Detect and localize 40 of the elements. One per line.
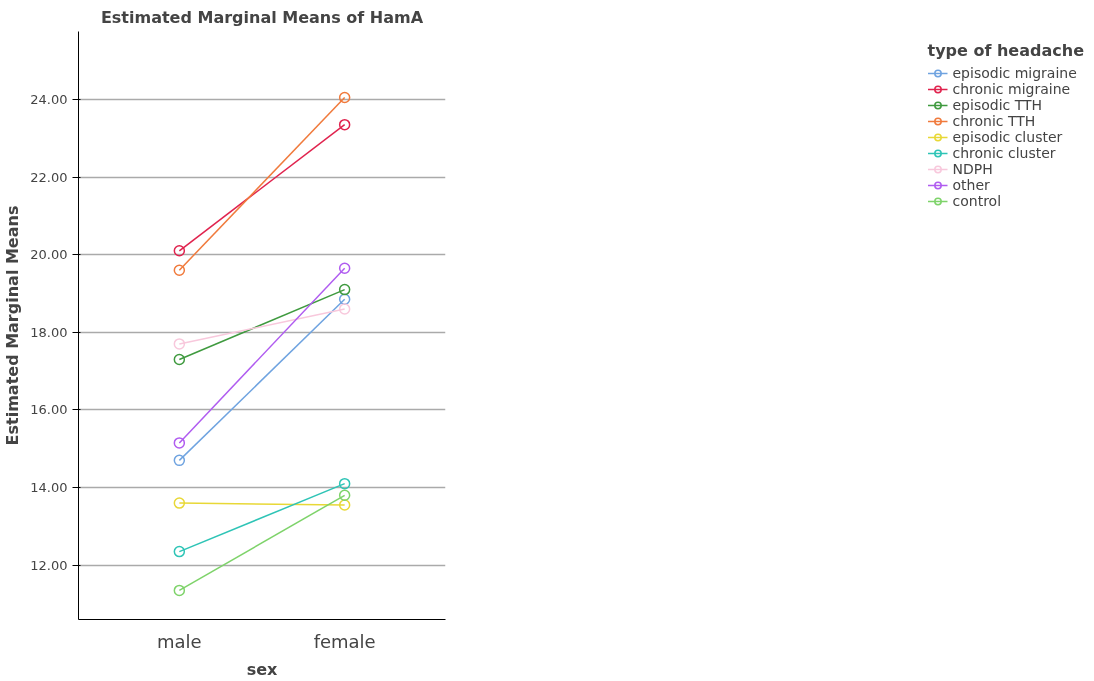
- point: [173, 545, 186, 558]
- point: [338, 262, 351, 274]
- point: [338, 499, 351, 511]
- x-tick-label: female: [313, 630, 376, 652]
- point: [338, 283, 351, 296]
- chart-title: Estimated Marginal Means of HamA: [100, 7, 424, 27]
- legend-label: episodic migraine: [952, 65, 1077, 81]
- legend-label: chronic TTH: [952, 113, 1036, 129]
- point: [173, 454, 186, 467]
- point: [173, 338, 186, 350]
- legend-title: type of headache: [927, 41, 1084, 60]
- point: [338, 489, 351, 502]
- point: [173, 353, 186, 366]
- point: [173, 497, 186, 509]
- y-tick-label: 14.00: [30, 480, 68, 496]
- legend-label: other: [952, 177, 990, 193]
- point: [338, 91, 351, 104]
- y-axis-title: Estimated Marginal Means: [3, 205, 23, 446]
- x-tick-label: male: [157, 630, 202, 652]
- x-axis-title: sex: [246, 659, 279, 679]
- point: [338, 293, 351, 306]
- y-tick-label: 18.00: [30, 324, 68, 340]
- y-tick-label: 22.00: [30, 169, 68, 185]
- point: [338, 477, 351, 490]
- y-tick-label: 24.00: [30, 91, 68, 107]
- legend-label: NDPH: [952, 161, 993, 177]
- point: [173, 264, 186, 276]
- legend-label: control: [952, 193, 1002, 209]
- point: [173, 245, 186, 257]
- y-tick-label: 20.00: [30, 247, 68, 263]
- y-tick-label: 16.00: [30, 402, 68, 418]
- point: [338, 118, 351, 131]
- point: [338, 303, 351, 315]
- legend-label: episodic TTH: [952, 97, 1043, 113]
- legend-label: chronic cluster: [952, 145, 1056, 161]
- legend-label: episodic cluster: [952, 129, 1063, 145]
- point: [173, 584, 186, 597]
- legend-label: chronic migraine: [952, 81, 1071, 97]
- y-tick-label: 12.00: [30, 557, 68, 573]
- point: [173, 437, 186, 449]
